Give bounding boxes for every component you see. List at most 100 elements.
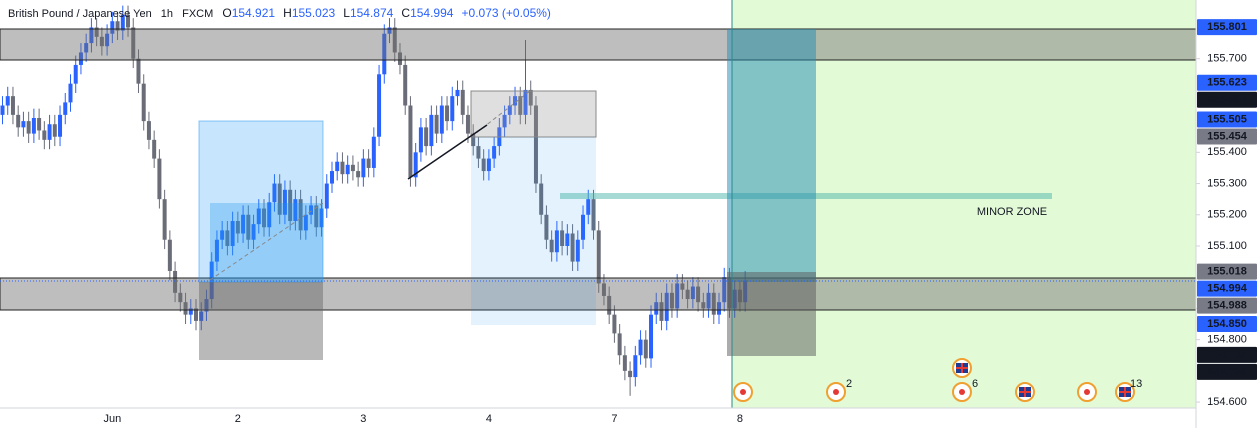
ohlc-key: L [343, 6, 350, 20]
candle-body [633, 355, 638, 378]
price-badge-label: 155.604 [1207, 94, 1248, 106]
candle-body [680, 283, 685, 290]
candle-body [0, 105, 5, 115]
candle-body [518, 96, 523, 115]
price-badge [1197, 346, 1257, 363]
candle-body [319, 208, 324, 228]
candle-body [293, 199, 298, 222]
candle-body [10, 96, 15, 115]
flag-cross [1119, 387, 1131, 397]
price-badge-label: 154.738 [1207, 366, 1247, 378]
candle-body [173, 270, 178, 293]
candle-body [696, 286, 701, 303]
x-tick-label: Jun [103, 413, 121, 425]
long-position-stop [199, 282, 323, 360]
candle-body [628, 370, 633, 378]
candle-body [622, 355, 627, 371]
candle-body [539, 183, 544, 215]
price-badge [1197, 263, 1257, 280]
y-tick-label: 155.300 [1207, 177, 1247, 189]
candle-body [309, 205, 314, 215]
candle-body [73, 64, 78, 84]
candle-body [99, 36, 104, 47]
candle-body [591, 199, 596, 231]
trend-line [407, 124, 488, 180]
candle-body [241, 214, 246, 234]
flag-cross [1019, 387, 1031, 397]
candle-body [544, 214, 549, 240]
price-badge [1197, 111, 1257, 128]
candle-body [575, 239, 580, 262]
candle-body [52, 124, 57, 137]
price-badge [1197, 19, 1257, 36]
projection-target [727, 29, 816, 282]
price-badge [1197, 363, 1257, 380]
candle-body [16, 114, 21, 128]
candle-body [26, 121, 31, 134]
candle-body [533, 105, 538, 184]
candle-body [146, 121, 151, 140]
candle-body [157, 158, 162, 200]
candle-body [649, 314, 654, 359]
candle-body [105, 33, 110, 47]
candle-body [612, 314, 617, 334]
price-badge [1197, 91, 1257, 108]
resistance-zone [0, 28, 1196, 61]
candle-body [47, 124, 52, 140]
candle-body [408, 105, 413, 178]
candle-body [188, 308, 193, 315]
candle-body [664, 292, 669, 321]
candle-body [507, 105, 512, 115]
x-tick-label: 8 [737, 413, 743, 425]
candle-body [523, 89, 528, 115]
candle-body [706, 292, 711, 309]
candle-body [199, 311, 204, 321]
x-tick-label: 2 [235, 413, 241, 425]
candle-body [246, 214, 251, 240]
candle-body [126, 14, 131, 28]
candle-body [366, 158, 371, 168]
candle-body [63, 102, 68, 115]
candle-body [214, 239, 219, 262]
x-tick-label: 7 [611, 413, 617, 425]
candle-body [131, 27, 136, 59]
candle-body [220, 230, 225, 240]
candle-body [581, 214, 586, 240]
candle-body [528, 89, 533, 106]
price-badge-label: 155.623 [1207, 77, 1247, 89]
candle-body [460, 89, 465, 115]
candle-body [486, 158, 491, 172]
candle-body [690, 286, 695, 300]
candle-body [329, 171, 334, 184]
position-path [470, 90, 531, 138]
event-dot [833, 389, 839, 395]
event-count: 13 [1130, 378, 1142, 390]
events: 2 6 13 [733, 358, 1142, 402]
candle-body [492, 146, 497, 159]
price-badge-label: 155.505 [1207, 113, 1247, 125]
x-tick-label: 4 [486, 413, 492, 425]
flag-cross [956, 363, 968, 373]
candle-body [204, 299, 209, 312]
candle-body [554, 230, 559, 253]
candle-body [675, 283, 680, 309]
candle-body [549, 239, 554, 253]
candle-body [387, 27, 392, 34]
price-badge-label: 154.850 [1207, 318, 1247, 330]
ohlc-key: O [222, 6, 231, 20]
y-tick-label: 154.600 [1207, 396, 1247, 408]
y-tick-label: 155.400 [1207, 146, 1247, 158]
candle-body [324, 183, 329, 209]
candle-body [434, 114, 439, 134]
candle-body [429, 114, 434, 147]
candle-body [251, 224, 256, 240]
candle-body [513, 96, 518, 106]
candle-body [450, 96, 455, 122]
ohlc-key: H [283, 6, 292, 20]
symbol: British Pound / Japanese Yen [8, 8, 152, 20]
candle-body [481, 158, 486, 172]
candle-body [617, 333, 622, 356]
candle-body [298, 199, 303, 231]
short-position-target [471, 137, 596, 325]
candle-body [21, 121, 26, 128]
